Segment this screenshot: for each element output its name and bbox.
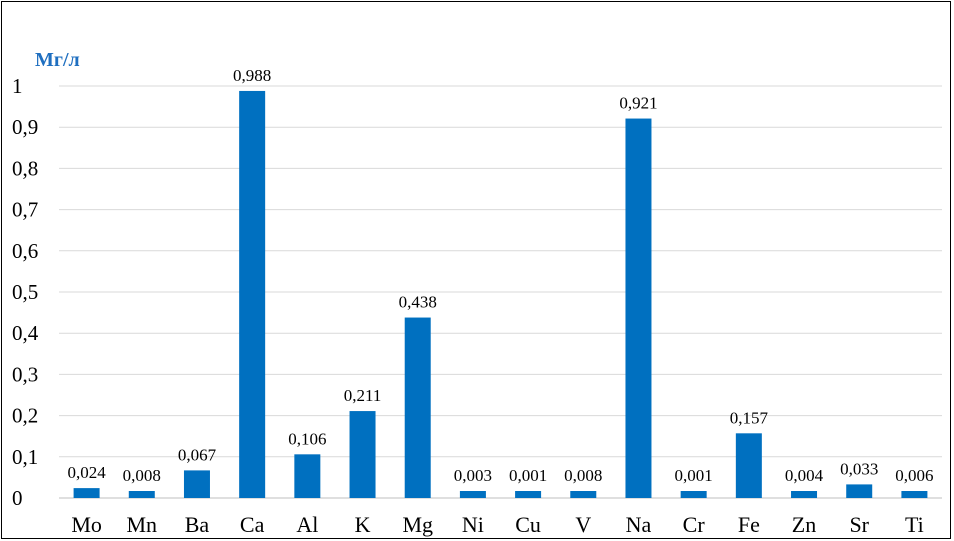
data-label-mo: 0,024 [67, 463, 106, 482]
data-label-na: 0,921 [619, 94, 657, 113]
data-label-v: 0,008 [564, 466, 602, 485]
bar-k [349, 411, 376, 498]
bar-v [570, 491, 597, 498]
gridlines [59, 85, 942, 499]
y-tick-label: 0 [12, 486, 23, 510]
x-tick-label-mo: Mo [71, 512, 102, 537]
data-label-fe: 0,157 [730, 408, 769, 427]
x-tick-label-ba: Ba [185, 512, 210, 537]
data-label-ca: 0,988 [233, 66, 271, 85]
x-tick-label-cu: Cu [515, 512, 541, 537]
y-tick-label: 0,8 [12, 156, 38, 180]
data-label-cr: 0,001 [675, 466, 713, 485]
bars [73, 90, 928, 498]
y-axis-unit-label: Мг/л [35, 49, 80, 71]
bar-ca [239, 90, 266, 498]
y-tick-label: 0,7 [12, 198, 38, 222]
bar-cu [515, 491, 542, 498]
bar-zn [791, 491, 818, 498]
bar-mg [404, 317, 431, 498]
bar-ti [901, 491, 928, 498]
y-tick-label: 0,5 [12, 280, 38, 304]
y-tick-label: 0,2 [12, 404, 38, 428]
data-label-zn: 0,004 [785, 466, 824, 485]
bar-cr [680, 491, 707, 498]
data-label-cu: 0,001 [509, 466, 547, 485]
y-axis-ticks: 0 0,1 0,2 0,3 0,4 0,5 0,6 0,7 0,8 0,9 1 [12, 74, 39, 510]
data-label-ti: 0,006 [895, 466, 933, 485]
bar-mo [73, 488, 100, 498]
x-tick-label-sr: Sr [849, 512, 869, 537]
data-label-ba: 0,067 [178, 445, 217, 464]
x-tick-label-ni: Ni [462, 512, 484, 537]
x-tick-label-ca: Ca [240, 512, 265, 537]
y-tick-label: 0,6 [12, 239, 38, 263]
y-tick-label: 1 [12, 74, 23, 98]
x-tick-label-al: Al [296, 512, 318, 537]
x-tick-label-fe: Fe [738, 512, 760, 537]
x-tick-label-v: V [575, 512, 591, 537]
y-tick-label: 0,4 [12, 321, 39, 345]
x-tick-label-ti: Ti [905, 512, 924, 537]
x-tick-label-na: Na [626, 512, 652, 537]
x-tick-label-cr: Cr [683, 512, 706, 537]
bar-al [294, 454, 321, 498]
data-label-ni: 0,003 [454, 466, 492, 485]
x-tick-label-mg: Mg [402, 512, 433, 537]
x-axis-ticks: Mo Mn Ba Ca Al K Mg Ni Cu V Na Cr Fe Zn Sr Ti [71, 512, 923, 537]
bar-ni [459, 491, 486, 498]
x-tick-label-mn: Mn [127, 512, 158, 537]
data-labels: 0,024 0,008 0,067 0,988 0,106 0,211 0,438 0,003… [67, 66, 933, 485]
y-tick-label: 0,9 [12, 115, 38, 139]
bar-ba [183, 470, 210, 498]
y-tick-label: 0,1 [12, 445, 38, 469]
y-tick-label: 0,3 [12, 362, 38, 386]
data-label-mn: 0,008 [123, 466, 161, 485]
x-tick-label-zn: Zn [792, 512, 816, 537]
bar-mn [128, 491, 155, 498]
bar-na [625, 118, 652, 498]
data-label-al: 0,106 [288, 429, 326, 448]
data-label-sr: 0,033 [840, 459, 878, 478]
x-tick-label-k: K [355, 512, 371, 537]
data-label-k: 0,211 [344, 386, 382, 405]
bar-fe [735, 433, 762, 498]
data-label-mg: 0,438 [399, 293, 437, 312]
bar-sr [846, 484, 873, 498]
